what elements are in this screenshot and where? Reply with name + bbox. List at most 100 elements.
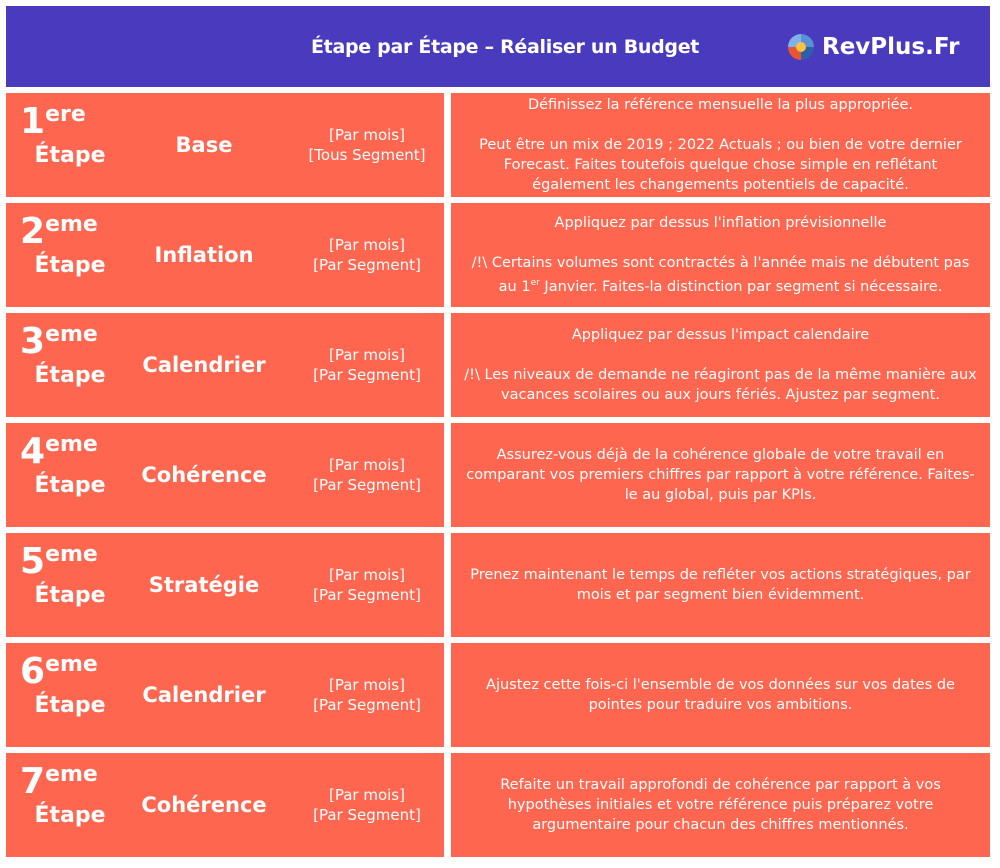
- step-number: 2eme: [20, 211, 98, 252]
- description-text: Définissez la référence mensuelle la plu…: [527, 97, 914, 113]
- step-scope: [Par mois] [Par Segment]: [294, 313, 440, 417]
- step-digit: 3: [20, 321, 46, 362]
- step-word: Étape: [34, 143, 106, 168]
- step-row: 5eme Étape Stratégie [Par mois] [Par Seg…: [6, 533, 990, 637]
- step-row: 7eme Étape Cohérence [Par mois] [Par Seg…: [6, 753, 990, 857]
- step-word: Étape: [34, 583, 106, 608]
- scope-segment: [Par Segment]: [313, 476, 421, 494]
- step-scope: [Par mois] [Par Segment]: [294, 423, 440, 527]
- step-digit: 7: [20, 761, 46, 802]
- description-text: Appliquez par dessus l'inflation prévisi…: [554, 215, 887, 232]
- description-text: Peut être un mix de 2019 ; 2022 Actuals …: [479, 137, 962, 193]
- step-description-box: Définissez la référence mensuelle la plu…: [451, 93, 990, 197]
- description-paragraph: /!\ Certains volumes sont contractés à l…: [463, 253, 978, 297]
- step-name: Inflation: [154, 243, 254, 267]
- scope-period: [Par mois]: [329, 236, 405, 254]
- step-label-box: 7eme Étape Cohérence [Par mois] [Par Seg…: [6, 753, 444, 857]
- description-paragraph: Appliquez par dessus l'impact calendaire: [463, 325, 978, 345]
- step-suffix: eme: [45, 322, 98, 347]
- description-paragraph: Peut être un mix de 2019 ; 2022 Actuals …: [463, 135, 978, 195]
- step-label-box: 5eme Étape Stratégie [Par mois] [Par Seg…: [6, 533, 444, 637]
- scope-period: [Par mois]: [329, 786, 405, 804]
- scope-period: [Par mois]: [329, 566, 405, 584]
- logo-text: RevPlus.Fr: [822, 34, 960, 60]
- page-title: Étape par Étape – Réaliser un Budget: [311, 36, 700, 58]
- description-text: Assurez-vous déjà de la cohérence global…: [466, 447, 975, 503]
- step-row: 2eme Étape Inflation [Par mois] [Par Seg…: [6, 203, 990, 307]
- step-suffix: eme: [45, 762, 98, 787]
- description-text: Prenez maintenant le temps de refléter v…: [470, 567, 971, 603]
- scope-segment: [Par Segment]: [313, 806, 421, 824]
- step-description-box: Appliquez par dessus l'impact calendaire…: [451, 313, 990, 417]
- description-paragraph: Appliquez par dessus l'inflation prévisi…: [463, 213, 978, 233]
- step-digit: 1: [20, 101, 46, 142]
- logo: RevPlus.Fr: [788, 34, 959, 60]
- step-suffix: eme: [45, 432, 98, 457]
- step-word: Étape: [34, 473, 106, 498]
- step-label-box: 1ere Étape Base [Par mois] [Tous Segment…: [6, 93, 444, 197]
- step-number: 7eme: [20, 761, 98, 802]
- description-paragraph: Refaite un travail approfondi de cohéren…: [463, 775, 978, 835]
- description-paragraph: Prenez maintenant le temps de refléter v…: [463, 565, 978, 605]
- description-text: Ajustez cette fois-ci l'ensemble de vos …: [486, 677, 955, 713]
- step-description-box: Appliquez par dessus l'inflation prévisi…: [451, 203, 990, 307]
- step-label-box: 2eme Étape Inflation [Par mois] [Par Seg…: [6, 203, 444, 307]
- description-paragraph: /!\ Les niveaux de demande ne réagiront …: [463, 365, 978, 405]
- scope-period: [Par mois]: [329, 346, 405, 364]
- step-word: Étape: [34, 363, 106, 388]
- description-paragraph: Ajustez cette fois-ci l'ensemble de vos …: [463, 675, 978, 715]
- step-digit: 6: [20, 651, 46, 692]
- step-number: 1ere: [20, 101, 86, 142]
- step-word: Étape: [34, 803, 106, 828]
- step-number: 6eme: [20, 651, 98, 692]
- step-number: 3eme: [20, 321, 98, 362]
- description-text: /!\ Certains volumes sont contractés à l…: [471, 255, 970, 295]
- description-paragraph: Définissez la référence mensuelle la plu…: [463, 95, 978, 115]
- step-suffix: eme: [45, 652, 98, 677]
- step-word: Étape: [34, 693, 106, 718]
- step-number: 4eme: [20, 431, 98, 472]
- step-word: Étape: [34, 253, 106, 278]
- scope-period: [Par mois]: [329, 676, 405, 694]
- step-label-box: 4eme Étape Cohérence [Par mois] [Par Seg…: [6, 423, 444, 527]
- step-row: 4eme Étape Cohérence [Par mois] [Par Seg…: [6, 423, 990, 527]
- step-row: 1ere Étape Base [Par mois] [Tous Segment…: [6, 93, 990, 197]
- step-scope: [Par mois] [Par Segment]: [294, 533, 440, 637]
- step-name: Base: [175, 133, 233, 157]
- step-name: Cohérence: [141, 793, 267, 817]
- superscript: er: [530, 278, 540, 289]
- scope-segment: [Par Segment]: [313, 366, 421, 384]
- step-digit: 4: [20, 431, 46, 472]
- step-suffix: eme: [45, 542, 98, 567]
- scope-period: [Par mois]: [329, 126, 405, 144]
- step-label-box: 6eme Étape Calendrier [Par mois] [Par Se…: [6, 643, 444, 747]
- description-text: Appliquez par dessus l'impact calendaire: [571, 327, 870, 343]
- step-label-box: 3eme Étape Calendrier [Par mois] [Par Se…: [6, 313, 444, 417]
- step-digit: 2: [20, 211, 46, 252]
- scope-segment: [Par Segment]: [313, 586, 421, 604]
- description-text: Refaite un travail approfondi de cohéren…: [500, 777, 941, 833]
- step-number: 5eme: [20, 541, 98, 582]
- scope-segment: [Par Segment]: [313, 696, 421, 714]
- step-name: Cohérence: [141, 463, 267, 487]
- step-name: Stratégie: [148, 573, 260, 597]
- step-suffix: ere: [45, 102, 86, 127]
- scope-segment: [Par Segment]: [313, 256, 421, 274]
- step-description-box: Assurez-vous déjà de la cohérence global…: [451, 423, 990, 527]
- scope-segment: [Tous Segment]: [308, 146, 426, 164]
- step-description-box: Prenez maintenant le temps de refléter v…: [451, 533, 990, 637]
- step-name: Calendrier: [142, 353, 266, 377]
- description-text: /!\ Les niveaux de demande ne réagiront …: [464, 367, 977, 403]
- step-row: 3eme Étape Calendrier [Par mois] [Par Se…: [6, 313, 990, 417]
- step-scope: [Par mois] [Par Segment]: [294, 203, 440, 307]
- pie-chart-logo-icon: [788, 34, 814, 60]
- step-description-box: Ajustez cette fois-ci l'ensemble de vos …: [451, 643, 990, 747]
- step-suffix: eme: [45, 212, 98, 237]
- description-paragraph: Assurez-vous déjà de la cohérence global…: [463, 445, 978, 505]
- step-scope: [Par mois] [Par Segment]: [294, 643, 440, 747]
- step-scope: [Par mois] [Par Segment]: [294, 753, 440, 857]
- step-name: Calendrier: [142, 683, 266, 707]
- scope-period: [Par mois]: [329, 456, 405, 474]
- step-description-box: Refaite un travail approfondi de cohéren…: [451, 753, 990, 857]
- step-row: 6eme Étape Calendrier [Par mois] [Par Se…: [6, 643, 990, 747]
